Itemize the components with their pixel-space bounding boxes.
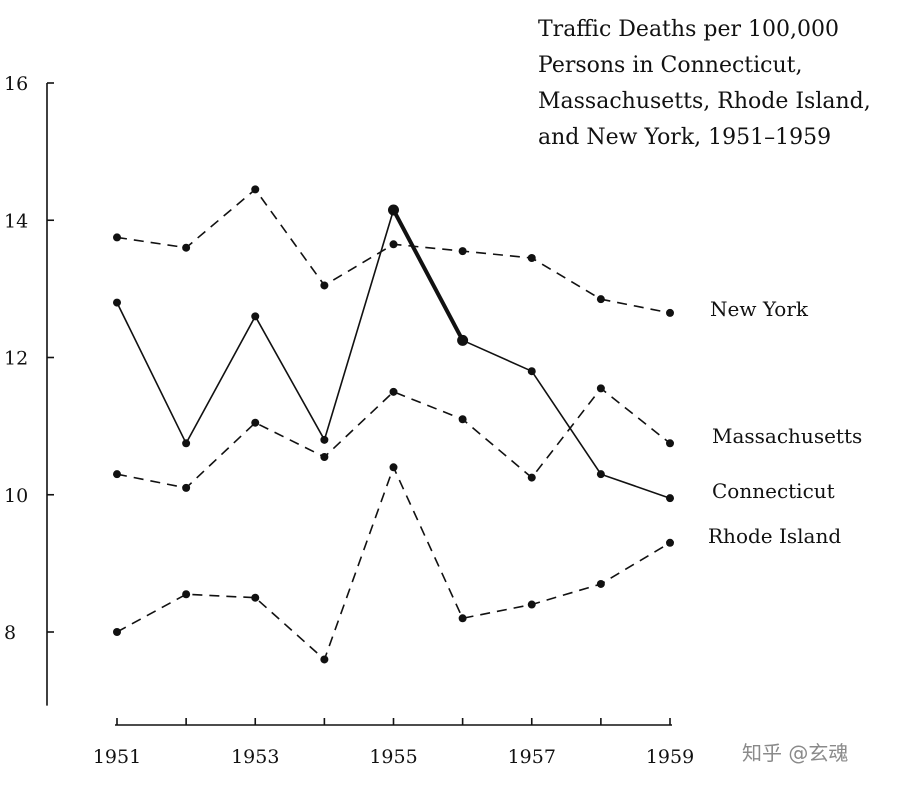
axes: 8 10 12 14 16 1951 1953 1955 1957 1959 xyxy=(4,73,694,768)
title-line-4: and New York, 1951–1959 xyxy=(538,125,831,150)
data-point-new-york xyxy=(458,247,467,256)
x-tick-label: 1959 xyxy=(646,746,694,768)
data-point-new-york xyxy=(666,308,674,317)
chart-title: Traffic Deaths per 100,000 Persons in Co… xyxy=(538,17,871,150)
data-point-rhode-island xyxy=(251,593,260,602)
data-point-massachusetts xyxy=(527,473,536,482)
data-point-new-york xyxy=(596,295,605,304)
data-point-new-york xyxy=(389,240,398,249)
emphasis-segment-connecticut xyxy=(391,209,465,342)
series-connecticut xyxy=(113,204,674,503)
data-point-new-york xyxy=(527,253,536,262)
series-label-massachusetts: Massachusetts xyxy=(712,424,862,448)
series-rhode-island xyxy=(113,463,674,664)
data-point-connecticut xyxy=(388,204,399,216)
data-point-new-york xyxy=(182,243,191,252)
data-point-massachusetts xyxy=(251,418,260,427)
x-tick-label: 1955 xyxy=(369,746,417,768)
series-line-connecticut xyxy=(116,207,671,499)
data-point-connecticut xyxy=(666,494,674,503)
data-point-rhode-island xyxy=(666,538,674,547)
x-tick-label: 1951 xyxy=(93,746,141,768)
data-point-connecticut xyxy=(596,470,605,479)
data-point-connecticut xyxy=(113,298,121,307)
data-point-connecticut xyxy=(457,334,469,346)
data-point-new-york xyxy=(113,233,121,242)
x-tick-label: 1957 xyxy=(508,746,556,768)
data-point-massachusetts xyxy=(320,453,329,462)
data-point-massachusetts xyxy=(389,387,398,396)
y-tick-label: 8 xyxy=(4,622,16,644)
series-label-rhode-island: Rhode Island xyxy=(708,524,841,548)
data-point-new-york xyxy=(320,281,329,290)
series-new-york xyxy=(113,185,674,317)
data-point-massachusetts xyxy=(458,415,467,424)
data-point-connecticut xyxy=(320,435,329,444)
series-labels: New York Massachusetts Connecticut Rhode Is… xyxy=(708,297,862,548)
data-point-connecticut xyxy=(182,439,191,448)
data-point-rhode-island xyxy=(182,590,191,599)
y-tick-label: 10 xyxy=(4,485,28,507)
y-tick-label: 14 xyxy=(4,210,28,232)
data-point-rhode-island xyxy=(596,579,605,588)
data-point-massachusetts xyxy=(113,470,121,479)
data-point-rhode-island xyxy=(113,628,121,636)
y-tick-label: 12 xyxy=(4,348,28,370)
data-point-rhode-island xyxy=(458,614,467,623)
data-point-connecticut xyxy=(527,367,536,376)
data-point-rhode-island xyxy=(320,655,329,664)
data-point-connecticut xyxy=(251,312,260,321)
series-layer xyxy=(113,185,674,664)
series-label-new-york: New York xyxy=(710,297,809,321)
data-point-massachusetts xyxy=(182,483,191,492)
series-label-connecticut: Connecticut xyxy=(712,479,835,503)
series-line-massachusetts xyxy=(116,387,671,489)
title-line-1: Traffic Deaths per 100,000 xyxy=(538,17,839,42)
series-massachusetts xyxy=(113,384,674,492)
data-point-rhode-island xyxy=(389,463,398,472)
data-point-new-york xyxy=(251,185,260,194)
series-line-rhode-island xyxy=(116,465,671,661)
data-point-massachusetts xyxy=(596,384,605,393)
y-tick-label: 16 xyxy=(4,73,28,95)
title-line-3: Massachusetts, Rhode Island, xyxy=(538,89,871,114)
data-point-massachusetts xyxy=(666,439,674,448)
title-line-2: Persons in Connecticut, xyxy=(538,53,803,78)
watermark-text: 知乎 @玄魂 xyxy=(742,741,848,765)
data-point-rhode-island xyxy=(527,600,536,609)
x-tick-label: 1953 xyxy=(231,746,279,768)
